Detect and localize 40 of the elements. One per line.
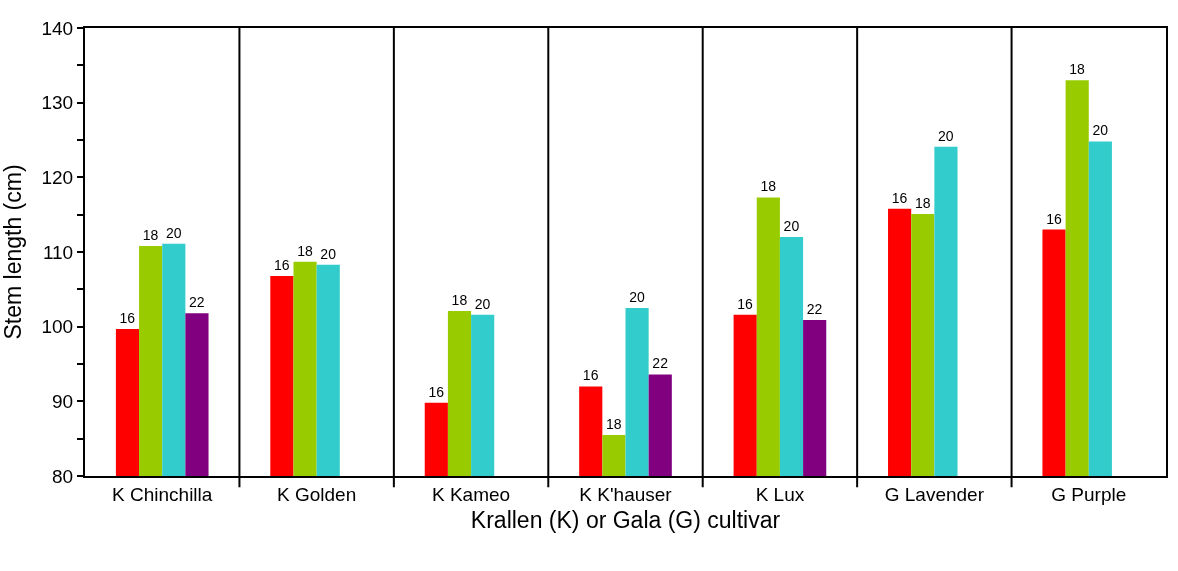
x-tick-label: K Chinchilla — [112, 483, 213, 505]
text: 16 — [737, 295, 753, 312]
series-label: 16 — [119, 309, 136, 326]
x-tick-label: G Lavender — [884, 483, 985, 505]
text: 16 — [582, 367, 599, 384]
x-axis-title: Krallen (K) or Gala (G) cultivar — [470, 506, 781, 533]
x-tick-label: K Kameo — [431, 483, 511, 505]
y-tick-label: 90 — [52, 390, 74, 412]
text: 20 — [1092, 122, 1109, 139]
text: 20 — [474, 295, 491, 312]
y-tick-label: 80 — [52, 465, 74, 487]
y-axis-title: Stem length (cm) — [0, 164, 26, 340]
text: 20 — [783, 218, 800, 235]
text: 18 — [914, 194, 931, 211]
series-label: 20 — [165, 224, 182, 241]
x-tick-label: K K'hauser — [579, 483, 673, 505]
y-tick-label: 130 — [41, 92, 74, 114]
y-tick-label: 140 — [41, 17, 74, 39]
text: 18 — [606, 415, 622, 432]
x-tick-label: K Lux — [755, 483, 805, 505]
text: 22 — [652, 355, 668, 372]
text: 20 — [938, 127, 954, 144]
series-label: 22 — [189, 294, 205, 311]
x-tick-label: G Purple — [1051, 483, 1127, 505]
text: 22 — [806, 300, 823, 317]
y-tick-label: 100 — [41, 316, 74, 338]
text: 18 — [451, 291, 468, 308]
text: 18 — [1069, 61, 1085, 78]
text: 20 — [320, 245, 336, 262]
y-tick-label: 120 — [41, 166, 74, 188]
text: 16 — [1046, 210, 1062, 227]
text: 18 — [297, 242, 313, 259]
y-tick-label: 110 — [42, 241, 74, 263]
series-label: 18 — [142, 227, 159, 244]
x-tick-label: K Golden — [277, 483, 357, 505]
text: 16 — [274, 256, 290, 273]
text: 18 — [760, 178, 777, 195]
text: 20 — [629, 289, 645, 305]
text: 16 — [428, 383, 445, 400]
text: 16 — [891, 189, 908, 206]
